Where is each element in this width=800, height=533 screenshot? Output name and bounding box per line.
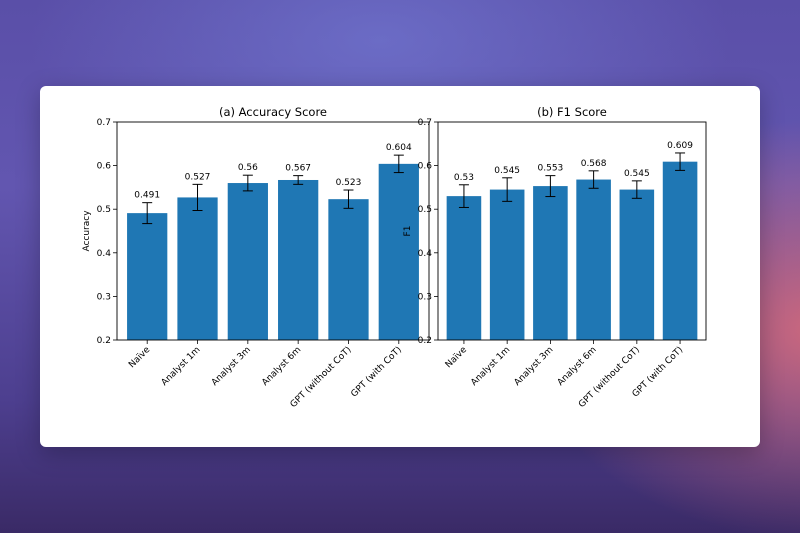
chart-title: (b) F1 Score bbox=[537, 105, 607, 119]
x-tick-label: Analyst 3m bbox=[210, 345, 253, 388]
bar bbox=[446, 196, 482, 340]
bar bbox=[662, 161, 698, 340]
x-tick-label: Analyst 6m bbox=[556, 345, 599, 388]
data-label: 0.545 bbox=[494, 166, 520, 176]
y-tick-label: 0.4 bbox=[418, 249, 433, 259]
plot-frame bbox=[116, 121, 430, 341]
y-tick-label: 0.2 bbox=[97, 336, 111, 346]
data-label: 0.523 bbox=[336, 178, 362, 188]
y-axis-label: Accuracy bbox=[82, 210, 92, 252]
y-tick-label: 0.7 bbox=[418, 118, 432, 128]
bar bbox=[533, 186, 568, 340]
bar bbox=[489, 189, 525, 340]
bar bbox=[227, 183, 268, 340]
y-tick-label: 0.6 bbox=[418, 162, 433, 172]
chart-panel-2: (b) F1 Score F1 0.2 0.3 0.4 0.5 0.6 0.7 0.53 Naïv… bbox=[403, 105, 707, 410]
data-label: 0.567 bbox=[285, 164, 311, 174]
y-tick-label: 0.4 bbox=[97, 249, 112, 259]
data-label: 0.53 bbox=[454, 173, 474, 183]
bar bbox=[619, 189, 655, 340]
data-label: 0.527 bbox=[185, 172, 211, 182]
bar bbox=[328, 199, 369, 340]
data-label: 0.609 bbox=[667, 141, 693, 151]
y-tick-label: 0.3 bbox=[418, 292, 432, 302]
x-tick-label: Analyst 1m bbox=[160, 345, 203, 388]
x-tick-label: Analyst 1m bbox=[469, 345, 512, 388]
data-label: 0.568 bbox=[581, 159, 607, 169]
y-tick-label: 0.6 bbox=[97, 162, 112, 172]
chart-panel-1: (a) Accuracy Score Accuracy 0.2 0.3 0.4 0.5 0.… bbox=[82, 105, 430, 410]
plot-frame bbox=[437, 121, 707, 341]
data-label: 0.545 bbox=[624, 169, 650, 179]
bar bbox=[576, 179, 611, 340]
figure-canvas: (a) Accuracy Score Accuracy 0.2 0.3 0.4 0.5 0.… bbox=[82, 105, 707, 410]
x-tick-label: Analyst 6m bbox=[260, 345, 303, 388]
y-tick-label: 0.7 bbox=[97, 118, 111, 128]
y-tick-label: 0.5 bbox=[418, 205, 432, 215]
data-label: 0.56 bbox=[238, 163, 258, 173]
bar bbox=[177, 197, 218, 340]
bar bbox=[278, 179, 319, 340]
x-tick-label: Naïve bbox=[444, 345, 470, 371]
y-tick-label: 0.3 bbox=[97, 292, 111, 302]
y-tick-label: 0.2 bbox=[418, 336, 432, 346]
chart-title: (a) Accuracy Score bbox=[219, 105, 327, 119]
y-tick-label: 0.5 bbox=[97, 205, 111, 215]
x-tick-label: GPT (with CoT) bbox=[349, 345, 403, 399]
x-tick-label: Analyst 3m bbox=[513, 345, 556, 388]
bar bbox=[127, 213, 168, 340]
data-label: 0.491 bbox=[134, 191, 160, 201]
figure-card: (a) Accuracy Score Accuracy 0.2 0.3 0.4 0.5 0.… bbox=[40, 86, 760, 447]
data-label: 0.604 bbox=[386, 143, 412, 153]
x-tick-label: Naïve bbox=[127, 345, 153, 371]
bar bbox=[378, 163, 419, 340]
y-axis-label: F1 bbox=[403, 226, 413, 237]
data-label: 0.553 bbox=[538, 164, 564, 174]
